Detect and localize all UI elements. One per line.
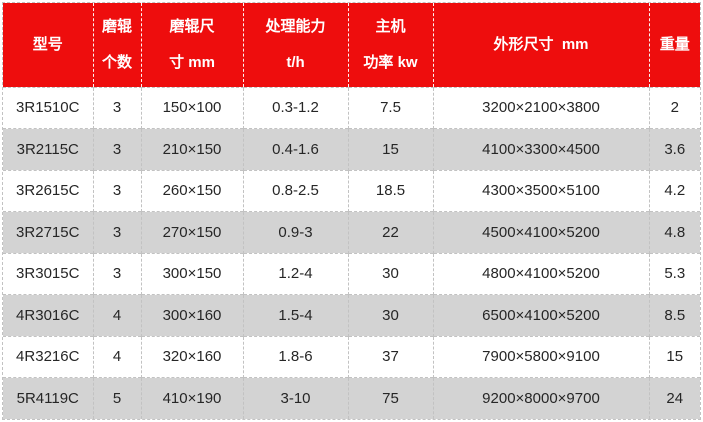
cell-capacity: 0.9-3: [242, 211, 348, 253]
cell-roller-count: 3: [92, 128, 141, 170]
cell-power: 75: [347, 377, 433, 419]
cell-dimensions: 4800×4100×5200: [432, 252, 649, 295]
cell-model: 3R3015C: [3, 252, 93, 295]
column-header-roller-count: 磨辊 个数: [92, 3, 141, 88]
cell-roller-count: 3: [92, 169, 141, 212]
table-row: 3R3015C 3 300×150 1.2-4 30 4800×4100×5200 5.3: [3, 252, 700, 295]
column-header-label: 寸 mm: [169, 53, 215, 71]
table-row: 3R2615C 3 260×150 0.8-2.5 18.5 4300×3500×5100…: [3, 169, 700, 212]
column-header-label: 重量: [659, 35, 690, 53]
column-header-roller-size: 磨辊尺寸 mm: [140, 3, 243, 88]
cell-capacity: 0.3-1.2: [242, 87, 348, 129]
cell-dimensions: 7900×5800×9100: [432, 335, 649, 378]
cell-dimensions: 4500×4100×5200: [432, 211, 649, 253]
cell-model: 3R2115C: [3, 128, 93, 170]
column-header-label: t/h: [286, 53, 305, 71]
cell-model: 5R4119C: [3, 377, 93, 419]
column-header-label: 主机: [375, 17, 406, 35]
cell-weight: 8.5: [648, 294, 700, 336]
table-row: 3R2715C 3 270×150 0.9-3 22 4500×4100×5200 4.8: [3, 211, 700, 253]
cell-roller-size: 260×150: [140, 169, 243, 212]
cell-dimensions: 4300×3500×5100: [432, 169, 649, 212]
column-header-dimensions: 外形尺寸 mm: [432, 3, 649, 88]
cell-weight: 15: [648, 335, 700, 378]
cell-power: 22: [347, 211, 433, 253]
column-header-power: 主机功率 kw: [347, 3, 433, 88]
cell-capacity: 3-10: [242, 377, 348, 419]
cell-power: 7.5: [347, 87, 433, 129]
cell-weight: 5.3: [648, 252, 700, 295]
cell-roller-count: 3: [92, 87, 141, 129]
cell-dimensions: 9200×8000×9700: [432, 377, 649, 419]
cell-power: 18.5: [347, 169, 433, 212]
header-row: 型号 磨辊 个数 磨辊尺寸 mm 处理能力 t/h 主机 功率 kw 外形尺寸 mm 重量: [3, 3, 700, 88]
cell-weight: 2: [648, 87, 700, 129]
column-header-label: 磨辊尺: [169, 17, 215, 35]
table-row: 4R3016C 4 300×160 1.5-4 30 6500×4100×5200 8.5: [3, 294, 700, 336]
cell-power: 30: [347, 252, 433, 295]
column-header-label: 外形尺寸 mm: [493, 35, 589, 53]
cell-roller-size: 410×190: [140, 377, 243, 419]
cell-capacity: 1.2-4: [242, 252, 348, 295]
cell-model: 4R3216C: [3, 335, 93, 378]
column-header-label: 处理能力: [265, 17, 326, 35]
cell-model: 4R3016C: [3, 294, 93, 336]
cell-capacity: 0.8-2.5: [242, 169, 348, 212]
table-body: 3R1510C 3 150×100 0.3-1.2 7.5 3200×2100×3800 2…: [3, 87, 700, 419]
cell-power: 15: [347, 128, 433, 170]
cell-roller-count: 4: [92, 335, 141, 378]
cell-roller-size: 270×150: [140, 211, 243, 253]
column-header-capacity: 处理能力 t/h: [242, 3, 348, 88]
cell-model: 3R2715C: [3, 211, 93, 253]
table-row: 3R2115C 3 210×150 0.4-1.6 15 4100×3300×4500 3.…: [3, 128, 700, 170]
table-header: 型号 磨辊 个数 磨辊尺寸 mm 处理能力 t/h 主机 功率 kw 外形尺寸 mm 重量: [3, 3, 700, 88]
table-row: 5R4119C 5 410×190 3-10 75 9200×8000×9700 24: [3, 377, 700, 419]
cell-capacity: 1.5-4: [242, 294, 348, 336]
column-header-weight: 重量: [648, 3, 700, 88]
cell-model: 3R1510C: [16, 99, 80, 117]
cell-roller-size: 300×160: [140, 294, 243, 336]
cell-model: 3R2615C: [3, 169, 93, 212]
column-header-label: 型号: [32, 35, 63, 53]
cell-roller-size: 210×150: [140, 128, 243, 170]
cell-capacity: 1.8-6: [242, 335, 348, 378]
cell-roller-size: 300×150: [140, 252, 243, 295]
column-header-label: 磨辊: [101, 17, 132, 35]
column-header-label: 个数: [101, 53, 132, 71]
cell-weight: 3.6: [648, 128, 700, 170]
cell-weight: 4.8: [648, 211, 700, 253]
cell-roller-count: 3: [92, 252, 141, 295]
table-row: 3R1510C 3 150×100 0.3-1.2 7.5 3200×2100×3800 2: [3, 87, 700, 129]
cell-roller-size: 320×160: [140, 335, 243, 378]
spec-table-grid: 型号 磨辊 个数 磨辊尺寸 mm 处理能力 t/h 主机 功率 kw 外形尺寸 mm 重量 3R1…: [3, 3, 700, 419]
cell-dimensions: 6500×4100×5200: [432, 294, 649, 336]
column-header-model: 型号: [3, 3, 93, 88]
cell-weight: 24: [648, 377, 700, 419]
cell-dimensions: 4100×3300×4500: [432, 128, 649, 170]
cell-roller-count: 5: [92, 377, 141, 419]
cell-dimensions: 3200×2100×3800: [432, 87, 649, 129]
cell-power: 37: [347, 335, 433, 378]
cell-roller-count: 3: [92, 211, 141, 253]
cell-roller-count: 4: [92, 294, 141, 336]
cell-roller-size: 150×100: [140, 87, 243, 129]
cell-power: 30: [347, 294, 433, 336]
cell-capacity: 0.4-1.6: [242, 128, 348, 170]
column-header-label: 功率 kw: [363, 53, 418, 71]
cell-weight: 4.2: [648, 169, 700, 212]
table-row: 4R3216C 4 320×160 1.8-6 37 7900×5800×9100 15: [3, 335, 700, 378]
